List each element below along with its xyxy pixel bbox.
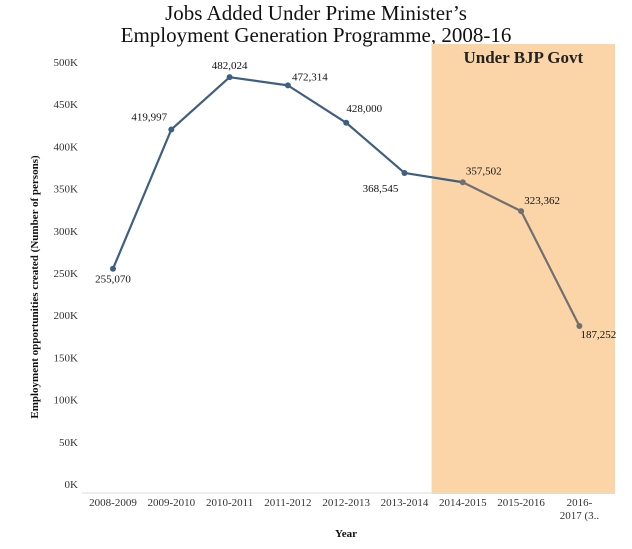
series-segment [111,128,173,270]
y-tick-label: 250K [54,268,79,280]
data-labels: 255,070 419,997 482,024 472,314 428,000 368,5… [95,60,616,341]
y-tick-label: 0K [65,479,79,491]
data-label: 419,997 [131,112,167,124]
y-tick-label: 50K [59,437,78,449]
highlight-region-label: Under BJP Govt [464,48,584,67]
y-tick-label: 100K [54,395,79,407]
x-tick-label: 2015-2016 [497,497,545,509]
data-label: 482,024 [212,60,248,72]
jobs-series [111,76,581,328]
y-tick-label: 150K [54,352,79,364]
data-point [110,265,116,272]
x-tick-label: 2008-2009 [89,497,137,509]
data-point [343,119,350,126]
data-point [284,82,291,89]
x-tick-label: 2013-2014 [381,497,429,509]
y-axis-label: Employment opportunities created (Number… [29,155,41,419]
series-segment [345,121,406,175]
series-segment [519,209,581,328]
data-point [226,74,233,81]
data-label: 472,314 [292,71,328,83]
y-tick-label: 200K [54,310,79,322]
data-points [110,74,583,329]
x-tick-label: 2012-2013 [322,497,370,509]
y-tick-label: 500K [54,57,79,69]
data-label: 357,502 [466,165,502,177]
data-label: 255,070 [95,274,131,286]
series-segment [286,84,348,124]
x-tick-label: 2016-2017 (3.. [560,497,600,522]
data-point [401,169,408,176]
y-tick-label: 450K [54,99,79,111]
y-tick-label: 300K [54,226,79,238]
x-axis-ticks: 2008-2009 2009-2010 2010-2011 2011-2012 2012… [89,497,599,522]
x-tick-label: 2010-2011 [206,497,253,509]
data-label: 368,545 [363,183,399,195]
x-axis-label: Year [335,528,357,540]
bjp-govt-highlight-region [431,44,615,494]
data-point [459,179,466,186]
chart-title-line-1: Jobs Added Under Prime Minister’s [165,1,467,25]
data-label: 187,252 [581,329,617,341]
x-tick-label: 2011-2012 [264,497,311,509]
y-tick-label: 400K [54,141,79,153]
data-point [518,208,525,215]
chart-title-line-2: Employment Generation Programme, 2008-16 [120,23,512,47]
data-label: 428,000 [346,103,382,115]
y-axis-ticks: 0K 50K 100K 150K 200K 250K 300K 350K 400K 450K 500… [54,57,79,491]
x-tick-label: 2014-2015 [439,497,487,509]
series-segment [228,76,289,87]
series-segment [403,171,464,184]
series-segment [170,76,231,131]
data-label: 323,362 [524,195,560,207]
y-tick-label: 350K [54,184,79,196]
data-point [576,322,583,329]
x-tick-label: 2009-2010 [147,497,195,509]
data-point [168,126,175,133]
series-segment [461,181,523,213]
